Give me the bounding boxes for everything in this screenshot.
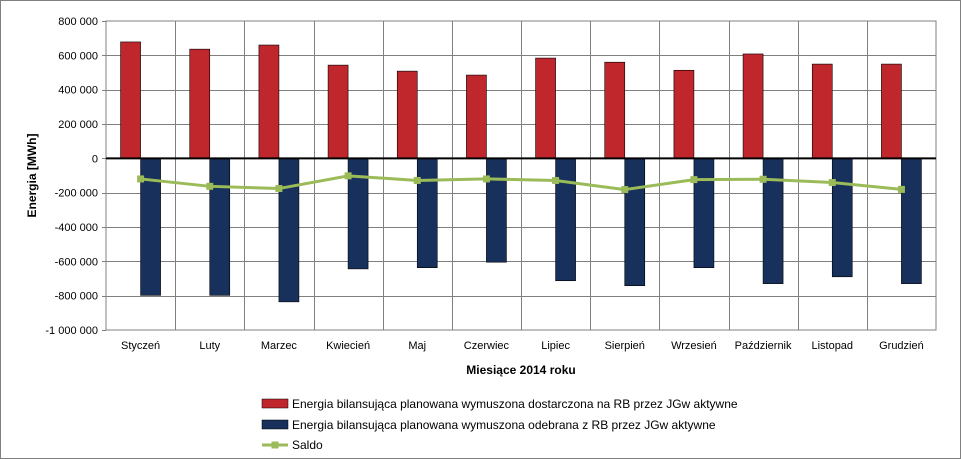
- legend-label-received: Energia bilansująca planowana wymuszona …: [292, 418, 716, 432]
- bar-supplied: [673, 69, 695, 159]
- bar-supplied: [742, 53, 764, 159]
- bar-received: [901, 158, 922, 284]
- saldo-point: [413, 176, 421, 184]
- y-tick-label: -800 000: [55, 291, 98, 303]
- legend-swatch-received: [261, 419, 289, 430]
- legend-marker-saldo: [271, 441, 279, 449]
- bar-supplied: [604, 61, 626, 159]
- x-tick-label: Czerwiec: [464, 340, 510, 352]
- y-axis-title: Energia [MWh]: [25, 134, 39, 218]
- x-tick-label: Kwiecień: [326, 340, 370, 352]
- saldo-point: [690, 176, 698, 184]
- bar-supplied: [466, 74, 487, 159]
- bar-supplied: [120, 41, 141, 159]
- y-tick-label: 600 000: [58, 50, 98, 62]
- x-tick-label: Sierpień: [605, 340, 645, 352]
- saldo-point: [759, 175, 767, 183]
- y-tick-label: -600 000: [55, 256, 98, 268]
- bar-supplied: [189, 48, 211, 159]
- saldo-point: [552, 176, 560, 184]
- bar-received: [555, 158, 576, 282]
- x-tick-label: Maj: [408, 340, 426, 352]
- bar-supplied: [258, 44, 280, 159]
- y-tick-label: 400 000: [58, 85, 98, 97]
- bar-received: [693, 158, 715, 268]
- y-tick-label: 0: [92, 153, 98, 165]
- bar-supplied: [327, 64, 349, 159]
- y-tick-label: 200 000: [58, 119, 98, 131]
- saldo-point: [482, 175, 490, 183]
- y-tick-labels: 800 000 600 000 400 000 200 000 0 -200 000 -40…: [45, 16, 98, 337]
- y-tick-label: -400 000: [55, 222, 98, 234]
- legend: Energia bilansująca planowana wymuszona …: [261, 397, 738, 452]
- x-tick-label: Lipiec: [541, 340, 570, 352]
- bar-received: [624, 158, 646, 287]
- bar-received: [416, 158, 438, 268]
- x-tick-label: Listopad: [811, 340, 853, 352]
- bar-received: [486, 158, 507, 263]
- received-energy-bars: [140, 158, 922, 303]
- legend-label-saldo: Saldo: [292, 438, 323, 452]
- saldo-point: [137, 175, 145, 183]
- bar-supplied: [811, 63, 833, 159]
- legend-label-supplied: Energia bilansująca planowana wymuszona …: [292, 397, 738, 411]
- legend-swatch-supplied: [261, 398, 289, 409]
- x-tick-label: Marzec: [261, 340, 298, 352]
- vertical-gridlines: [175, 21, 868, 330]
- saldo-line-series: [137, 172, 905, 194]
- supplied-energy-bars: [120, 41, 902, 159]
- bar-received: [278, 158, 300, 303]
- saldo-point: [275, 185, 283, 193]
- y-tick-label: -200 000: [55, 188, 98, 200]
- saldo-point: [621, 186, 629, 194]
- saldo-polyline: [140, 174, 902, 192]
- saldo-point: [828, 179, 836, 187]
- y-tick-label: 800 000: [58, 16, 98, 28]
- saldo-point: [206, 182, 214, 190]
- x-tick-label: Wrzesień: [671, 340, 717, 352]
- saldo-point: [897, 185, 905, 193]
- x-tick-labels: Styczeń Luty Marzec Kwiecień Maj Czerwiec Lipi…: [121, 340, 924, 352]
- y-tick-label: -1 000 000: [45, 325, 98, 337]
- bar-supplied: [881, 63, 902, 159]
- bar-supplied: [535, 57, 556, 159]
- saldo-point: [344, 172, 352, 180]
- x-tick-label: Październik: [735, 340, 792, 352]
- bar-supplied: [396, 70, 418, 159]
- x-tick-label: Grudzień: [879, 340, 924, 352]
- x-tick-label: Styczeń: [121, 340, 160, 352]
- x-tick-label: Luty: [199, 340, 220, 352]
- bar-received: [209, 158, 231, 296]
- x-axis-title: Miesiące 2014 roku: [466, 363, 575, 377]
- bar-received: [831, 158, 853, 278]
